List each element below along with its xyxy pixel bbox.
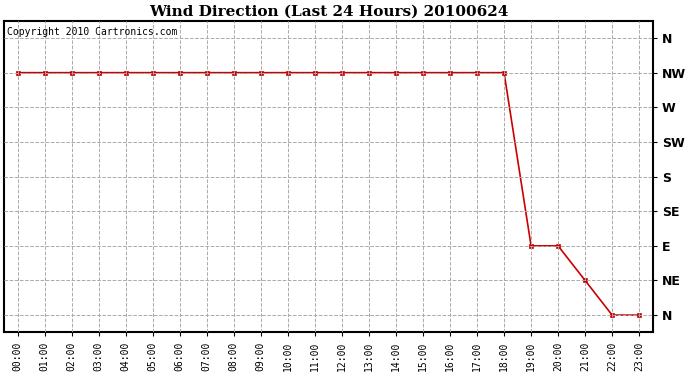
Text: Copyright 2010 Cartronics.com: Copyright 2010 Cartronics.com: [8, 27, 178, 37]
Title: Wind Direction (Last 24 Hours) 20100624: Wind Direction (Last 24 Hours) 20100624: [149, 4, 508, 18]
